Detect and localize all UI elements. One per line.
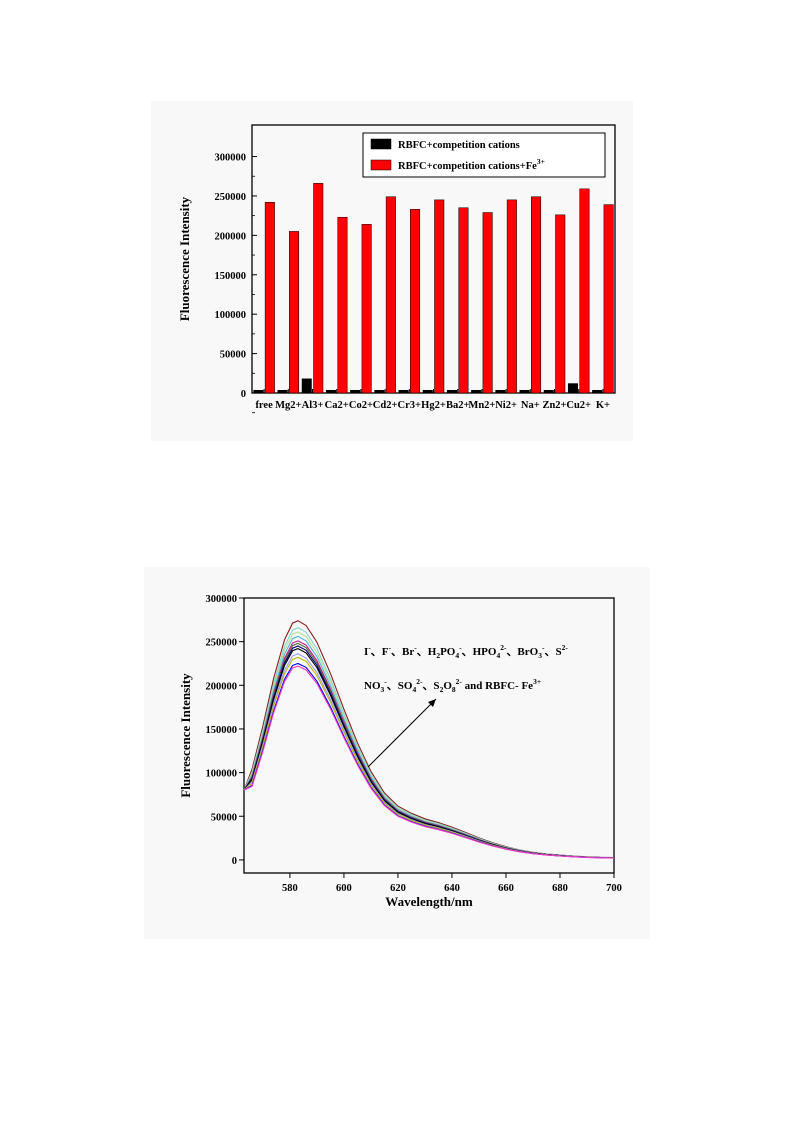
- annotation-arrowhead: [428, 699, 436, 707]
- y-tick-label: 0: [232, 856, 237, 867]
- y-tick-label: 50000: [211, 812, 237, 823]
- series-line: [243, 665, 615, 859]
- y-axis-title: Fluorescence Intensity: [177, 196, 192, 321]
- y-tick-label: 100000: [206, 769, 238, 780]
- bar-black: [374, 389, 385, 394]
- x-axis-title: Wavelength/nm: [385, 894, 473, 909]
- y-tick-label: 300000: [215, 153, 247, 164]
- bar-red: [506, 199, 517, 394]
- bar-black: [277, 389, 288, 394]
- y-tick-label: 0: [241, 389, 246, 400]
- annotation-line-1: I-、F-、Br-、H2PO4-、HPO42-、BrO3-、S2-: [364, 643, 568, 660]
- bar-black: [446, 389, 457, 394]
- y-tick-label: 300000: [206, 594, 238, 605]
- plot-frame: [243, 597, 615, 874]
- y-tick-label: 50000: [220, 350, 246, 361]
- bar-black: [350, 389, 361, 394]
- bar-chart-panel: 0 50000 100000 150000 200000 250000 300000 free…: [151, 101, 633, 441]
- bar-red: [313, 183, 324, 394]
- bar-red: [410, 209, 421, 394]
- x-tick-label: Na+: [521, 400, 540, 411]
- x-tick-label: 580: [282, 883, 298, 894]
- x-tick-label: Cd2+: [373, 400, 398, 411]
- y-tick-label: 200000: [206, 681, 238, 692]
- bar-red: [531, 196, 542, 394]
- x-tick-label: 640: [444, 883, 460, 894]
- bar-black: [301, 378, 312, 394]
- bar-red: [434, 199, 445, 394]
- bar-red: [264, 201, 275, 394]
- x-tick-label: 660: [498, 883, 514, 894]
- bar-black: [592, 389, 603, 394]
- y-tick-label: 250000: [206, 638, 238, 649]
- bar-black: [422, 389, 433, 394]
- bar-red: [603, 204, 614, 394]
- y-tick-label: 150000: [206, 725, 238, 736]
- bar-black: [519, 389, 530, 394]
- x-tick-label: Ba2+: [446, 400, 470, 411]
- x-tick-label: 700: [606, 883, 622, 894]
- bar-red: [458, 207, 469, 394]
- annotation-line-2: NO3-、SO42-、S2O82- and RBFC- Fe3+: [364, 677, 541, 694]
- y-axis-title: Fluorescence Intensity: [178, 673, 193, 798]
- legend-box: [362, 132, 606, 178]
- legend-swatch-red: [370, 159, 392, 171]
- x-tick-label: free: [255, 400, 273, 411]
- bar-red: [289, 231, 300, 394]
- x-tick-label: 620: [390, 883, 406, 894]
- bar-black: [471, 389, 482, 394]
- x-tick-label: Ca2+: [325, 400, 349, 411]
- x-tick-label: Co2+: [349, 400, 373, 411]
- x-tick-label: Al3+: [302, 400, 324, 411]
- bar-red: [579, 188, 590, 394]
- y-tick-label: 200000: [215, 231, 247, 242]
- x-tick-label: Zn2+: [542, 400, 566, 411]
- bar-black: [567, 383, 578, 394]
- y-tick-label: 250000: [215, 192, 247, 203]
- bar-red: [361, 224, 372, 394]
- x-tick-label: 600: [336, 883, 352, 894]
- x-tick-label: Hg2+: [421, 400, 446, 411]
- bar-black: [253, 389, 264, 394]
- bar-black: [325, 389, 336, 394]
- bar-red: [555, 214, 566, 394]
- y-tick-label: 100000: [215, 310, 247, 321]
- line-chart: 0 50000 100000 150000 200000 250000 300000 580 6…: [178, 594, 622, 909]
- x-tick-label: Cr3+: [398, 400, 421, 411]
- bar-chart: 0 50000 100000 150000 200000 250000 300000 free…: [177, 124, 616, 414]
- series-line: [243, 662, 615, 859]
- bar-black: [543, 389, 554, 394]
- x-tick-label: Ni2+: [495, 400, 517, 411]
- x-tick-label: Cu2+: [566, 400, 591, 411]
- x-tick-label: Mn2+: [468, 400, 495, 411]
- y-tick-label: 150000: [215, 271, 247, 282]
- bar-black: [398, 389, 409, 394]
- line-chart-panel: 0 50000 100000 150000 200000 250000 300000 580 6…: [144, 567, 650, 939]
- bar-red: [482, 212, 493, 394]
- x-tick-label: 680: [552, 883, 568, 894]
- bar-black: [495, 389, 506, 394]
- legend-label: RBFC+competition cations+Fe3+: [398, 157, 545, 172]
- legend-swatch-black: [370, 138, 392, 150]
- x-tick-label: Mg2+: [275, 400, 301, 411]
- legend-label: RBFC+competition cations: [398, 140, 520, 151]
- annotation-arrow: [367, 698, 437, 768]
- bar-red: [385, 196, 396, 394]
- x-tick-label: K+: [596, 400, 610, 411]
- bar-red: [337, 216, 348, 394]
